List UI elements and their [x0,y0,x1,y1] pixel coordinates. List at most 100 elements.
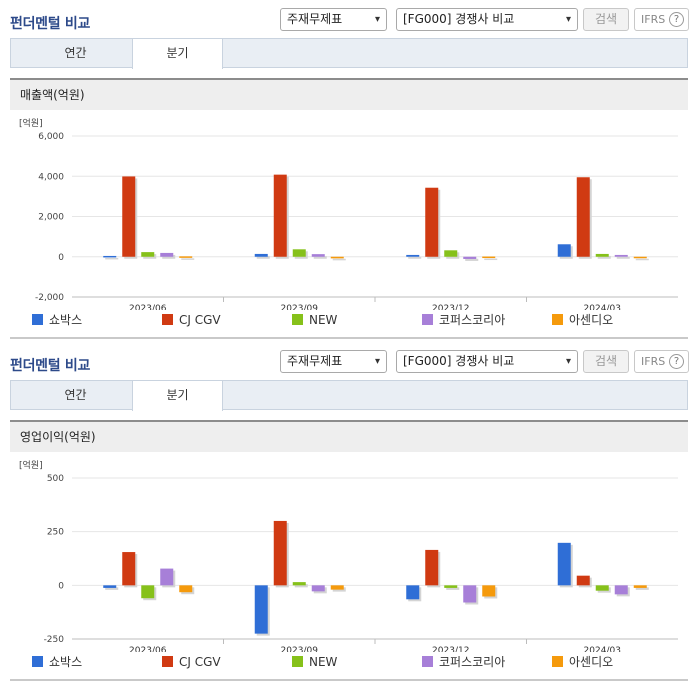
bar [576,575,590,586]
fundamental-panel-operating-profit: 펀더멘털 비교 주재무제표 ▾ [FG000] 경쟁사 비교 ▾ 검색 IFRS… [0,342,696,684]
panel-divider [10,679,688,681]
y-tick-label: 250 [47,528,64,538]
compare-group-select[interactable]: [FG000] 경쟁사 비교 ▾ [396,350,578,373]
ifrs-button[interactable]: IFRS ? [634,350,689,373]
bar [614,254,628,257]
legend-swatch [292,656,303,667]
search-button[interactable]: 검색 [583,8,629,31]
tab-quarterly[interactable]: 분기 [132,381,223,411]
bar [311,585,325,592]
bar [444,250,458,257]
bar [557,244,571,257]
bar [160,252,174,257]
legend-swatch [32,656,43,667]
bar [122,176,136,257]
y-tick-label: -250 [44,635,65,645]
tab-quarterly[interactable]: 분기 [132,39,223,69]
bar [406,254,420,257]
chevron-down-icon: ▾ [565,14,571,25]
bar [311,254,325,257]
bar [482,585,496,597]
bar-shadow [256,255,270,259]
bar-shadow [484,258,498,261]
x-tick-label: 2024/03 [584,646,621,652]
bar-shadow [446,587,460,590]
metric-title: 영업이익(억원) [10,420,688,452]
statement-type-select[interactable]: 주재무제표 ▾ [280,350,387,373]
chart-legend: 쇼박스 CJ CGV NEW 코퍼스코리아 아센디오 [32,313,672,329]
bar-shadow [332,258,346,261]
bar-shadow [181,258,195,260]
bar [254,253,268,257]
bar [406,585,420,600]
statement-type-select[interactable]: 주재무제표 ▾ [280,8,387,31]
bar [576,177,590,257]
y-tick-label: 500 [47,474,64,484]
x-tick-label: 2023/06 [129,646,167,652]
bar [444,585,458,588]
bar [273,174,287,257]
y-tick-label: 6,000 [38,132,64,142]
statement-type-value: 주재무제표 [287,12,343,26]
period-tabs: 연간 분기 [10,38,688,69]
bar [254,585,268,634]
x-tick-label: 2023/12 [432,304,469,310]
search-button[interactable]: 검색 [583,350,629,373]
bar [122,552,136,586]
question-icon[interactable]: ? [669,12,684,27]
revenue-bar-chart: [억원] -2,000 0 2,000 4,000 6,000 2023/06 2023/09… [19,117,678,310]
x-tick-label: 2023/06 [129,304,167,310]
bar [557,542,571,586]
y-tick-label: 2,000 [38,213,64,223]
bar [141,585,155,599]
bar [614,585,628,595]
x-tick-label: 2024/03 [584,304,621,310]
unit-label: [억원] [19,459,43,471]
bar [103,585,117,588]
bar [595,585,609,591]
bar [330,585,344,590]
tab-annual[interactable]: 연간 [64,388,87,402]
panel-title: 펀더멘털 비교 [10,16,91,32]
legend-label: NEW [309,655,338,669]
bar [179,585,193,593]
ifrs-label: IFRS [641,355,666,368]
legend-label: 아센디오 [569,313,614,327]
bar-shadow [294,584,308,588]
ifrs-label: IFRS [641,13,666,26]
y-tick-label: 4,000 [38,172,64,182]
bar [425,187,439,257]
legend-swatch [552,656,563,667]
chevron-down-icon: ▾ [374,14,380,25]
bar [292,582,306,586]
tab-annual[interactable]: 연간 [64,46,87,60]
chart-legend: 쇼박스 CJ CGV NEW 코퍼스코리아 아센디오 [32,655,672,671]
bar [463,585,477,603]
compare-group-select[interactable]: [FG000] 경쟁사 비교 ▾ [396,8,578,31]
compare-group-value: [FG000] 경쟁사 비교 [403,12,515,26]
fundamental-panel-revenue: 펀더멘털 비교 주재무제표 ▾ [FG000] 경쟁사 비교 ▾ 검색 IFRS… [0,0,696,339]
question-icon[interactable]: ? [669,354,684,369]
legend-label: NEW [309,313,338,327]
bar-shadow [635,258,649,261]
x-tick-label: 2023/09 [281,304,319,310]
legend-label: 코퍼스코리아 [439,313,506,327]
y-tick-label: -2,000 [35,293,64,303]
legend-label: CJ CGV [179,655,221,669]
legend-label: 쇼박스 [49,313,83,327]
x-tick-label: 2023/09 [281,646,319,652]
y-tick-label: 0 [58,581,64,591]
panel-header: 펀더멘털 비교 주재무제표 ▾ [FG000] 경쟁사 비교 ▾ 검색 IFRS… [0,0,696,38]
legend-swatch [32,314,43,325]
ifrs-button[interactable]: IFRS ? [634,8,689,31]
unit-label: [억원] [19,117,43,129]
bar [292,249,306,257]
panel-header: 펀더멘털 비교 주재무제표 ▾ [FG000] 경쟁사 비교 ▾ 검색 IFRS… [0,342,696,380]
legend-swatch [162,314,173,325]
y-tick-label: 0 [58,253,64,263]
bar [595,253,609,257]
bar-shadow [105,257,119,260]
x-tick-label: 2023/12 [432,646,469,652]
bar [103,255,117,258]
legend-label: 코퍼스코리아 [439,655,506,669]
